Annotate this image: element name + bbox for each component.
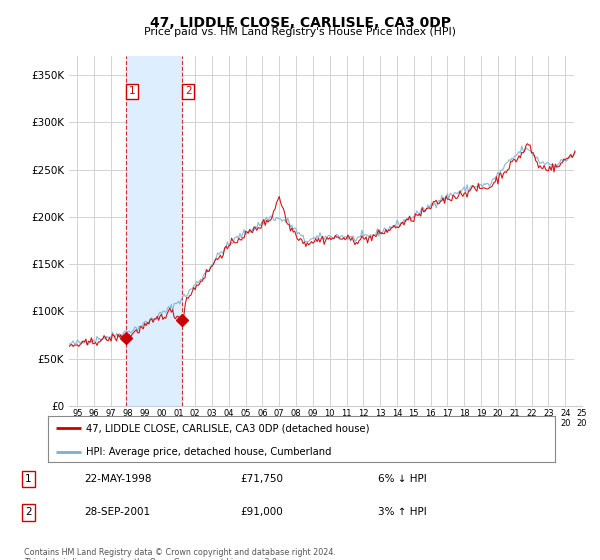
Text: HPI: Average price, detached house, Cumberland: HPI: Average price, detached house, Cumb… xyxy=(86,447,332,457)
Bar xyxy=(126,56,182,406)
Text: 6% ↓ HPI: 6% ↓ HPI xyxy=(378,474,427,484)
Text: £91,000: £91,000 xyxy=(240,507,283,517)
Text: 1: 1 xyxy=(128,86,135,96)
Text: 2: 2 xyxy=(185,86,191,96)
Bar xyxy=(574,56,582,406)
Text: 47, LIDDLE CLOSE, CARLISLE, CA3 0DP (detached house): 47, LIDDLE CLOSE, CARLISLE, CA3 0DP (det… xyxy=(86,423,370,433)
Text: Contains HM Land Registry data © Crown copyright and database right 2024.
This d: Contains HM Land Registry data © Crown c… xyxy=(24,548,336,560)
Text: Price paid vs. HM Land Registry's House Price Index (HPI): Price paid vs. HM Land Registry's House … xyxy=(144,27,456,37)
Text: 47, LIDDLE CLOSE, CARLISLE, CA3 0DP: 47, LIDDLE CLOSE, CARLISLE, CA3 0DP xyxy=(149,16,451,30)
Text: 1: 1 xyxy=(25,474,32,484)
Text: 2: 2 xyxy=(25,507,32,517)
Text: 22-MAY-1998: 22-MAY-1998 xyxy=(84,474,151,484)
Text: £71,750: £71,750 xyxy=(240,474,283,484)
Text: 28-SEP-2001: 28-SEP-2001 xyxy=(84,507,150,517)
Text: 3% ↑ HPI: 3% ↑ HPI xyxy=(378,507,427,517)
